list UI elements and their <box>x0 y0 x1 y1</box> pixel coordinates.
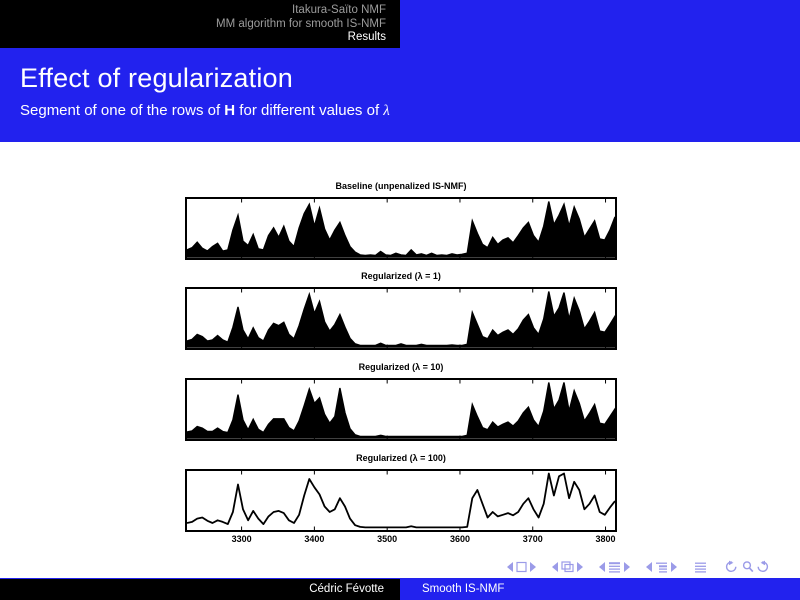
x-tick-label: 3300 <box>231 534 252 544</box>
header-section-results[interactable]: Results <box>347 31 386 43</box>
chart-regularized-lambda-100: Regularized (λ = 100) 3300 3400 3500 3600 37… <box>185 452 617 548</box>
x-tick-label: 3400 <box>304 534 325 544</box>
frame-subtitle: Segment of one of the rows of H for diff… <box>20 102 790 120</box>
nav-frame-icon[interactable] <box>561 561 574 573</box>
plot-title-baseline: Baseline (unpenalized IS-NMF) <box>335 181 467 191</box>
nav-prev-section-icon[interactable] <box>599 562 605 572</box>
signal-path <box>187 291 615 348</box>
subtitle-lambda-symbol: λ <box>383 103 390 119</box>
x-tick-label: 3700 <box>522 534 543 544</box>
plot-title-lambda-100: Regularized (λ = 100) <box>356 453 446 463</box>
header-section-mm-algorithm[interactable]: MM algorithm for smooth IS-NMF <box>216 17 386 30</box>
nav-slide-icon[interactable] <box>516 561 527 573</box>
nav-appendix-icon[interactable] <box>695 562 706 573</box>
chart-regularized-lambda-10: Regularized (λ = 10) <box>185 361 617 441</box>
x-tick-label: 3500 <box>377 534 398 544</box>
subtitle-text-2: for different values of <box>235 102 384 119</box>
nav-prev-slide-icon[interactable] <box>507 562 513 572</box>
plot-title-lambda-1: Regularized (λ = 1) <box>361 271 441 281</box>
subtitle-text: Segment of one of the rows of <box>20 102 225 119</box>
nav-next-slide-icon[interactable] <box>530 562 536 572</box>
signal-path <box>187 382 615 439</box>
footer-shorttitle-box: Smooth IS-NMF <box>400 579 800 600</box>
signal-trace <box>187 380 615 439</box>
signal-path <box>187 201 615 258</box>
beamer-navigation-bar <box>507 560 769 573</box>
header-section-nav: Itakura-Saïto NMF MM algorithm for smoot… <box>0 0 400 48</box>
nav-back-icon[interactable] <box>725 560 737 573</box>
signal-trace <box>187 199 615 258</box>
nav-prev-frame-icon[interactable] <box>552 562 558 572</box>
footer-bar: Cédric Févotte Smooth IS-NMF <box>0 578 800 600</box>
nav-forward-icon[interactable] <box>757 560 769 573</box>
frame-title: Effect of regularization <box>20 63 293 93</box>
plot-box-lambda-10 <box>185 378 617 441</box>
nav-next-section-icon[interactable] <box>624 562 630 572</box>
header-section-itakura-saito-nmf[interactable]: Itakura-Saïto NMF <box>292 4 386 16</box>
nav-next-subsection-icon[interactable] <box>671 562 677 572</box>
plot-box-baseline <box>185 197 617 260</box>
x-tick-label: 3800 <box>595 534 616 544</box>
footer-author: Cédric Févotte <box>309 583 384 595</box>
signal-trace <box>187 471 615 530</box>
nav-section-icon[interactable] <box>609 562 620 573</box>
title-bar: Effect of regularization Segment of one … <box>0 48 800 142</box>
signal-trace <box>187 289 615 348</box>
x-axis-tick-labels: 3300 3400 3500 3600 3700 3800 <box>185 534 617 548</box>
nav-find-icon[interactable] <box>742 561 754 573</box>
plot-box-lambda-100 <box>185 469 617 532</box>
chart-baseline: Baseline (unpenalized IS-NMF) <box>185 180 617 260</box>
x-tick-label: 3600 <box>449 534 470 544</box>
plot-title-lambda-10: Regularized (λ = 10) <box>358 362 444 372</box>
signal-path <box>187 472 615 529</box>
nav-prev-subsection-icon[interactable] <box>646 562 652 572</box>
subtitle-matrix-h: H <box>224 102 236 119</box>
footer-author-box: Cédric Févotte <box>0 579 400 600</box>
chart-regularized-lambda-1: Regularized (λ = 1) <box>185 270 617 350</box>
footer-short-title: Smooth IS-NMF <box>422 583 505 595</box>
header-bar: Itakura-Saïto NMF MM algorithm for smoot… <box>0 0 800 48</box>
plot-box-lambda-1 <box>185 287 617 350</box>
nav-next-frame-icon[interactable] <box>577 562 583 572</box>
nav-subsection-icon[interactable] <box>656 562 667 573</box>
